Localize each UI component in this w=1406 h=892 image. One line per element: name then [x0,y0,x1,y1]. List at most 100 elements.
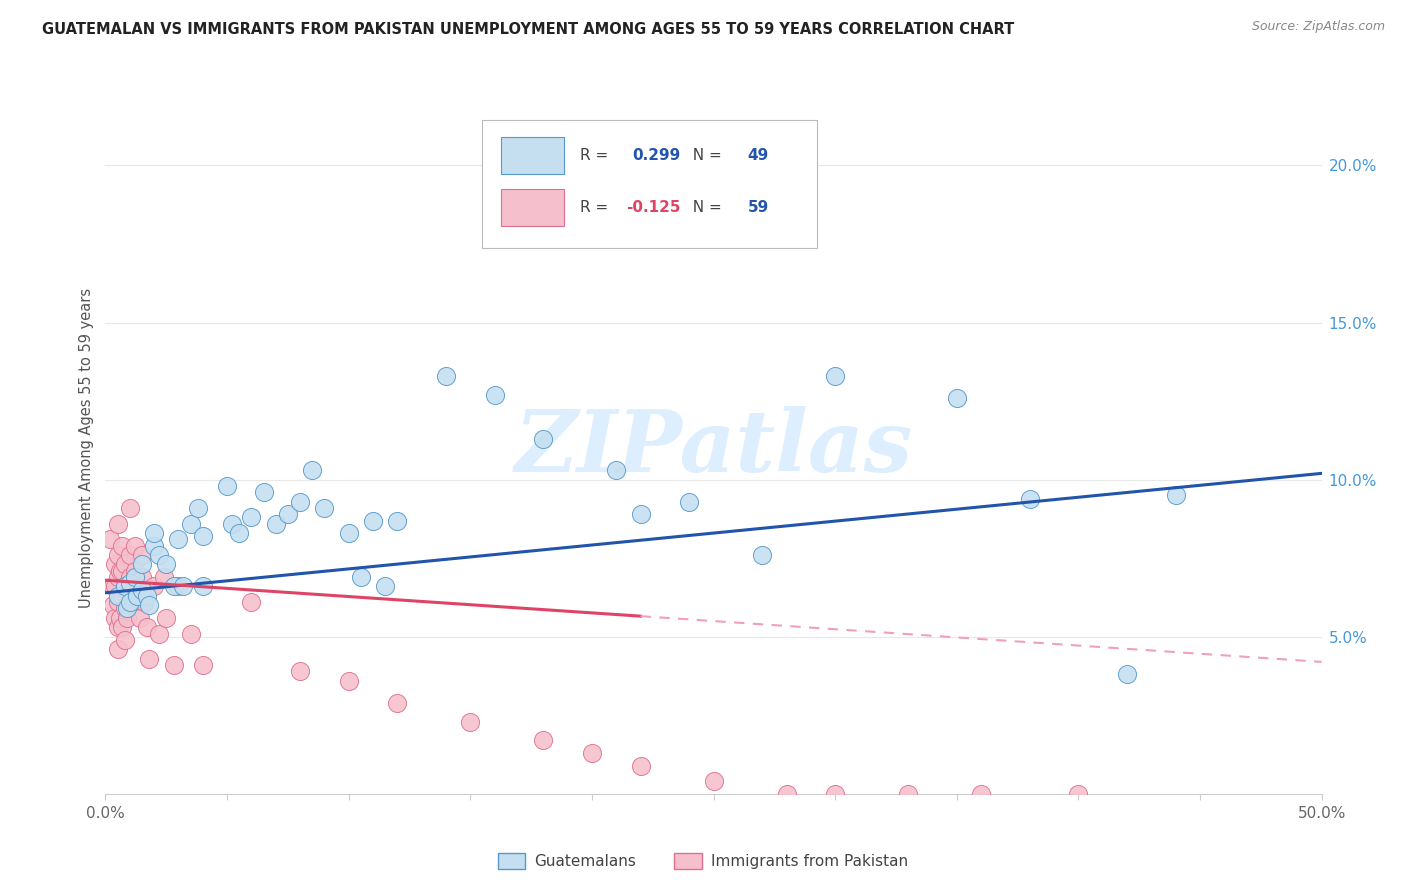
Point [824,368,846,383]
Point [107,620,129,634]
Point [350,570,373,584]
Point [221,516,243,531]
Point [131,558,153,572]
Point [162,658,184,673]
Point [155,558,177,572]
Point [108,611,131,625]
Point [162,580,184,594]
Point [187,500,209,515]
Point [125,589,148,603]
Point [125,580,148,594]
Point [751,548,773,562]
Point [118,548,141,562]
Point [138,599,160,613]
Text: GUATEMALAN VS IMMIGRANTS FROM PAKISTAN UNEMPLOYMENT AMONG AGES 55 TO 59 YEARS CO: GUATEMALAN VS IMMIGRANTS FROM PAKISTAN U… [42,22,1015,37]
Point [143,539,166,553]
Point [678,494,700,508]
Point [117,589,139,603]
Point [252,485,274,500]
Point [277,507,299,521]
Point [148,548,170,562]
Legend: Guatemalans, Immigrants from Pakistan: Guatemalans, Immigrants from Pakistan [492,847,914,875]
Point [135,589,157,603]
Point [101,599,124,613]
Point [180,516,202,531]
Point [228,526,250,541]
Point [361,514,384,528]
Point [124,564,146,578]
Point [897,787,920,801]
Point [264,516,287,531]
Point [108,564,131,578]
Point [124,539,146,553]
Point [337,673,360,688]
Point [107,642,129,657]
Text: -0.125: -0.125 [626,200,681,215]
Point [107,589,129,603]
Text: N =: N = [683,200,727,215]
Point [387,514,409,528]
Point [630,758,652,772]
Point [117,601,139,615]
Point [288,665,311,679]
Point [458,714,481,729]
Text: ZIPatlas: ZIPatlas [515,407,912,490]
Point [945,391,967,405]
FancyBboxPatch shape [501,137,564,175]
Point [111,620,134,634]
Point [107,595,129,609]
Text: R =: R = [579,200,613,215]
Point [111,564,134,578]
Point [1116,667,1139,681]
Point [240,510,263,524]
Point [131,582,153,597]
Point [531,432,554,446]
Text: 49: 49 [748,148,769,163]
Point [374,580,396,594]
Point [114,632,136,647]
Point [118,595,141,609]
Point [104,558,127,572]
Point [180,626,202,640]
Point [98,533,121,547]
Point [148,626,170,640]
Point [131,548,153,562]
Point [970,787,993,801]
Point [434,368,457,383]
Point [775,787,797,801]
Point [101,580,124,594]
Point [167,533,190,547]
Point [121,595,143,609]
Point [824,787,846,801]
Point [484,388,506,402]
Point [114,580,136,594]
Point [114,580,136,594]
Point [217,479,239,493]
Point [1018,491,1040,506]
Text: N =: N = [683,148,727,163]
Point [111,539,134,553]
Point [118,500,141,515]
Text: 0.299: 0.299 [633,148,681,163]
Point [118,576,141,591]
Text: Source: ZipAtlas.com: Source: ZipAtlas.com [1251,20,1385,33]
Point [191,580,214,594]
Point [114,558,136,572]
Point [605,463,627,477]
Point [155,611,177,625]
Point [172,580,194,594]
Point [117,611,139,625]
Point [301,463,323,477]
FancyBboxPatch shape [501,189,564,227]
Point [630,507,652,521]
Point [128,611,150,625]
Point [131,570,153,584]
Point [107,516,129,531]
Point [104,580,127,594]
Point [135,620,157,634]
Point [153,570,176,584]
Point [143,526,166,541]
Point [1067,787,1090,801]
Point [387,696,409,710]
Point [167,580,190,594]
